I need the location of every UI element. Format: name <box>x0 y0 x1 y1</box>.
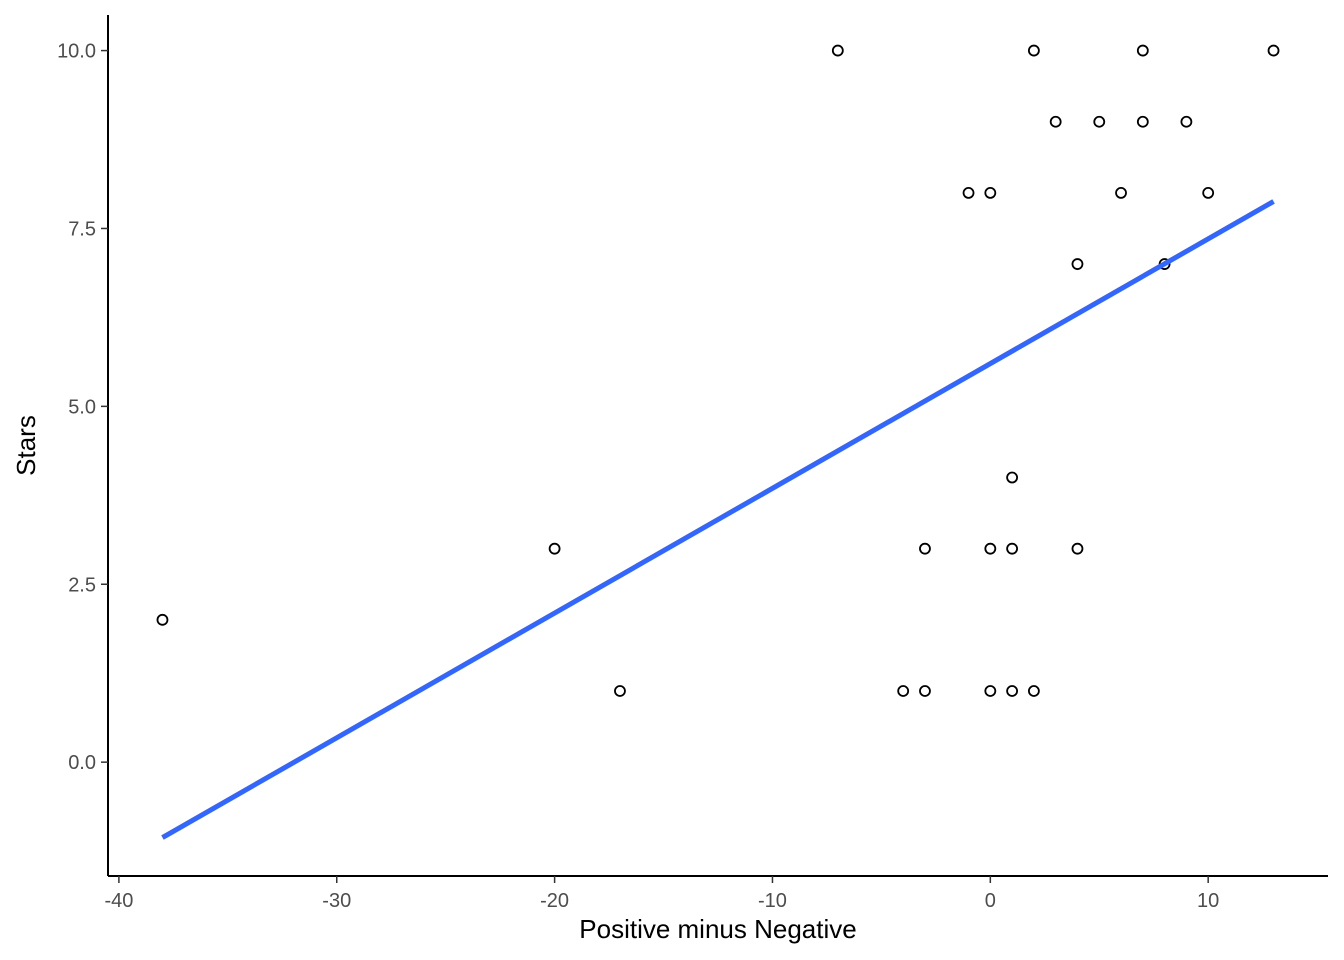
data-point <box>1136 44 1149 57</box>
data-point <box>1071 542 1084 555</box>
data-point <box>919 685 931 697</box>
data-point <box>614 685 626 697</box>
data-point <box>1267 44 1280 57</box>
x-tick-label: -30 <box>322 890 351 912</box>
data-point <box>984 186 997 199</box>
data-point <box>962 186 975 199</box>
fit-line-layer <box>161 199 1275 840</box>
y-tick-label: 0.0 <box>68 752 96 774</box>
y-axis-ticks: 0.0 2.5 5.0 7.5 10.0 <box>57 41 108 774</box>
data-point <box>1093 115 1106 128</box>
y-tick-label: 10.0 <box>57 41 96 63</box>
data-point <box>984 685 997 697</box>
x-tick-label: -10 <box>758 890 787 912</box>
data-point <box>1006 685 1019 697</box>
y-tick-label: 7.5 <box>68 218 96 240</box>
x-tick-label: -40 <box>104 890 133 912</box>
data-point <box>1071 258 1084 270</box>
data-point <box>1006 471 1019 484</box>
data-point <box>1180 115 1193 128</box>
data-point <box>984 542 997 555</box>
x-tick-label: 10 <box>1197 890 1219 912</box>
data-point <box>1006 542 1019 555</box>
y-tick-label: 5.0 <box>68 396 96 418</box>
data-point <box>1027 44 1040 57</box>
data-point <box>548 542 561 555</box>
data-point <box>919 542 931 555</box>
data-point <box>1115 186 1127 199</box>
data-point <box>1049 115 1062 128</box>
x-tick-label: -20 <box>540 890 569 912</box>
y-axis-title: Stars <box>11 415 41 476</box>
x-axis-ticks: -40 -30 -20 -10 0 10 <box>104 876 1219 912</box>
data-point <box>1027 685 1040 697</box>
points-layer <box>156 44 1280 697</box>
data-point <box>1136 115 1149 128</box>
data-point <box>1202 186 1215 199</box>
data-point <box>156 613 169 626</box>
data-point <box>831 44 844 57</box>
y-tick-label: 2.5 <box>68 574 96 596</box>
data-point <box>897 685 910 697</box>
regression-line <box>161 199 1275 840</box>
x-axis-title: Positive minus Negative <box>579 914 856 944</box>
x-tick-label: 0 <box>985 890 996 912</box>
